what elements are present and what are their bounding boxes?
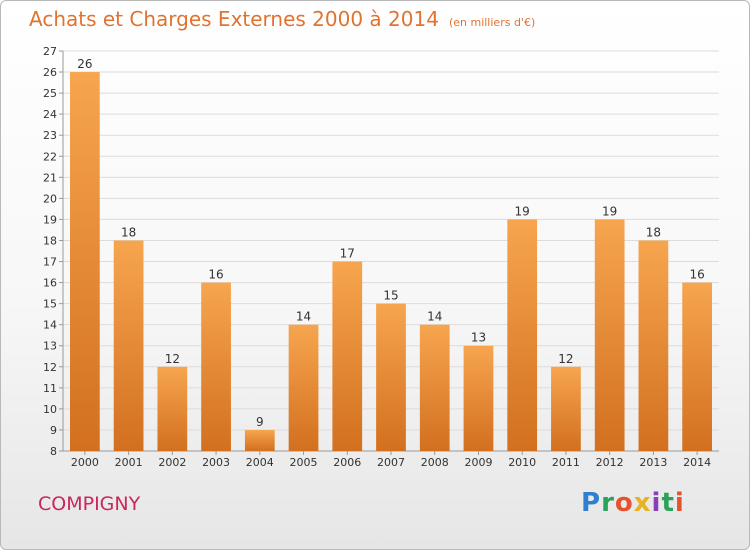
y-tick-label: 25 [43,87,57,100]
bar [551,366,581,451]
bar-value-label: 14 [427,310,442,324]
y-tick-label: 14 [43,319,57,332]
bar-value-label: 13 [471,331,486,345]
x-tick-label: 2004 [246,456,274,469]
bars [69,72,713,451]
x-tick-label: 2014 [683,456,711,469]
y-tick-label: 18 [43,234,57,247]
bar-value-label: 17 [340,247,355,261]
y-tick-label: 19 [43,213,57,226]
bar-value-label: 18 [121,225,136,239]
x-tick-label: 2007 [377,456,405,469]
bar [594,219,625,451]
bar [376,303,406,451]
x-tick-label: 2008 [421,456,449,469]
bar [69,72,100,451]
bar-value-label: 12 [165,352,180,366]
bar [507,219,538,451]
bar [201,282,231,451]
y-tick-label: 22 [43,150,57,163]
bar [419,324,450,451]
y-tick-label: 8 [50,445,57,458]
bar [244,429,275,451]
y-tick-label: 20 [43,192,57,205]
y-tick-label: 12 [43,361,57,374]
y-tick-label: 17 [43,256,57,269]
chart-unit: (en milliers d'€) [448,16,536,29]
y-tick-label: 11 [43,382,57,395]
y-tick-label: 23 [43,129,57,142]
x-tick-label: 2011 [552,456,580,469]
y-tick-label: 24 [43,108,57,121]
y-tick-label: 21 [43,171,57,184]
x-tick-label: 2006 [333,456,361,469]
x-tick-label: 2002 [158,456,186,469]
y-tick-label: 10 [43,403,57,416]
y-tick-label: 13 [43,340,57,353]
bar-value-label: 19 [602,204,617,218]
bar-value-label: 16 [689,268,704,282]
bar-value-label: 9 [256,415,264,429]
bar-value-label: 15 [383,289,398,303]
bar-value-label: 16 [208,268,223,282]
y-tick-label: 27 [43,45,57,58]
y-tick-label: 26 [43,66,57,79]
bar [463,345,494,451]
bar [332,261,363,451]
x-tick-label: 2000 [71,456,99,469]
x-tick-label: 2012 [596,456,624,469]
proxiti-logo: Proxiti [581,488,685,518]
x-tick-label: 2010 [508,456,536,469]
town-name: COMPIGNY [38,493,141,515]
x-tick-label: 2001 [115,456,143,469]
x-tick-label: 2013 [639,456,667,469]
bar [288,324,319,451]
bar-value-label: 12 [558,352,573,366]
x-tick-label: 2003 [202,456,230,469]
chart-title-block: Achats et Charges Externes 2000 à 2014 (e… [29,7,535,31]
y-tick-label: 9 [50,424,57,437]
x-tick-label: 2005 [290,456,318,469]
bar-value-label: 18 [646,225,661,239]
bar [113,240,144,451]
y-tick-label: 16 [43,277,57,290]
bar [682,282,713,451]
bar-value-label: 14 [296,310,311,324]
bar-value-label: 19 [515,204,530,218]
bar-value-label: 26 [77,57,92,71]
x-tick-label: 2009 [464,456,492,469]
data-labels: 26 18 12 16 9 14 17 15 14 13 19 12 19 18 16 [77,57,705,429]
chart-title: Achats et Charges Externes 2000 à 2014 [29,7,439,31]
y-tick-label: 15 [43,298,57,311]
bar [638,240,669,451]
bar [157,366,188,451]
